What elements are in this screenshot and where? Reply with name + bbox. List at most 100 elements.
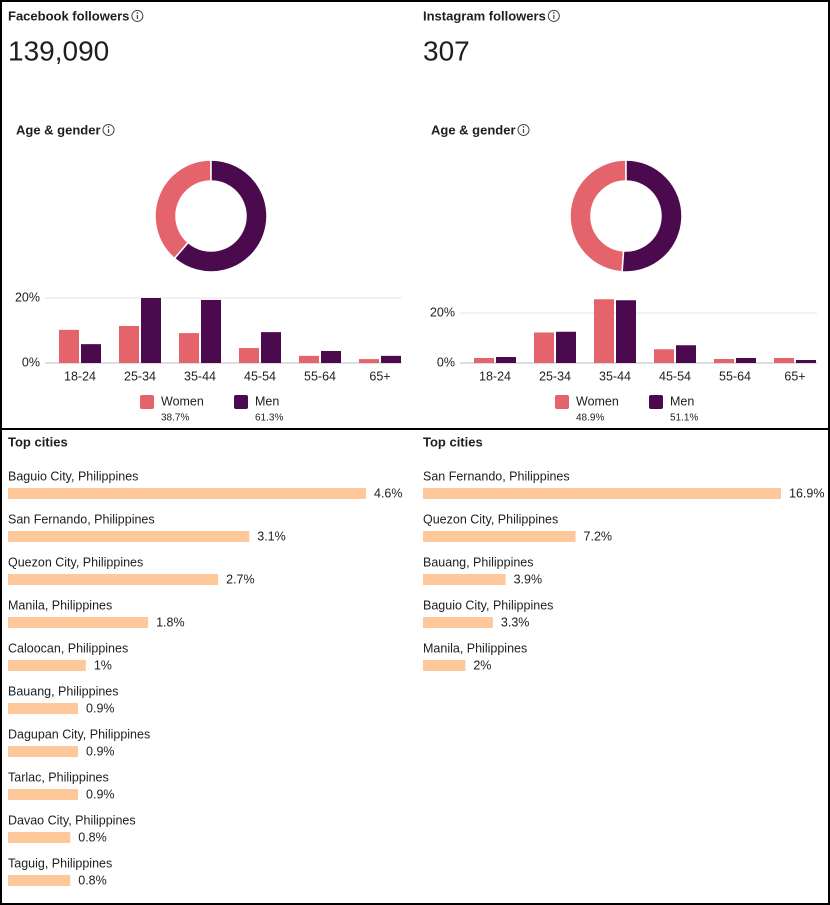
city-label: Tarlac, Philippines <box>8 770 109 784</box>
bar <box>299 355 319 363</box>
bar <box>796 360 816 363</box>
city-value: 3.3% <box>501 615 530 629</box>
follower-count: 307 <box>423 35 470 66</box>
city-value: 16.9% <box>789 486 824 500</box>
legend-swatch <box>234 395 248 409</box>
bar <box>81 344 101 363</box>
city-label: Davao City, Philippines <box>8 813 136 827</box>
y-tick-label: 20% <box>15 290 40 304</box>
legend-label: Women <box>161 394 204 408</box>
y-tick-label: 0% <box>437 355 455 369</box>
city-value: 1.8% <box>156 615 185 629</box>
x-tick-label: 25-34 <box>539 369 571 383</box>
panel-title: Facebook followers <box>8 8 129 23</box>
bar <box>239 348 259 363</box>
legend-percent: 38.7% <box>161 413 189 424</box>
bar <box>321 350 341 363</box>
x-tick-label: 35-44 <box>184 369 216 383</box>
bar <box>616 300 636 363</box>
y-tick-label: 0% <box>22 355 40 369</box>
x-tick-label: 65+ <box>784 369 805 383</box>
legend-label: Men <box>255 394 279 408</box>
legend-swatch <box>140 395 154 409</box>
city-bar <box>8 574 219 585</box>
city-value: 7.2% <box>584 529 613 543</box>
section-title: Top cities <box>423 434 483 449</box>
legend-label: Women <box>576 394 619 408</box>
bar <box>179 333 199 363</box>
bar <box>119 325 139 363</box>
bar <box>496 357 516 363</box>
city-bar <box>8 488 366 499</box>
city-bar <box>423 488 781 499</box>
bar <box>654 349 674 363</box>
info-icon <box>547 9 560 22</box>
bar <box>474 358 494 363</box>
bar <box>714 359 734 363</box>
bar <box>261 332 281 363</box>
x-tick-label: 35-44 <box>599 369 631 383</box>
city-value: 2.7% <box>226 572 255 586</box>
x-tick-label: 55-64 <box>304 369 336 383</box>
city-bar <box>8 789 79 800</box>
city-label: Dagupan City, Philippines <box>8 727 150 741</box>
city-value: 0.9% <box>86 701 115 715</box>
bar <box>774 358 794 363</box>
city-bar <box>423 531 576 542</box>
x-tick-label: 65+ <box>369 369 390 383</box>
legend-swatch <box>649 395 663 409</box>
donut-slice <box>154 159 212 260</box>
bar <box>201 299 221 363</box>
info-icon <box>517 123 530 136</box>
legend-percent: 61.3% <box>255 413 283 424</box>
city-value: 1% <box>94 658 112 672</box>
bar <box>676 345 696 363</box>
city-label: Baguio City, Philippines <box>8 469 138 483</box>
bar <box>141 298 161 363</box>
info-icon <box>136 12 139 14</box>
bar <box>359 359 379 363</box>
x-tick-label: 55-64 <box>719 369 751 383</box>
donut-slice <box>569 159 627 273</box>
section-title: Age & gender <box>16 122 101 137</box>
y-tick-label: 20% <box>430 305 455 319</box>
city-label: San Fernando, Philippines <box>8 512 155 526</box>
bar <box>594 299 614 363</box>
follower-count: 139,090 <box>8 35 109 66</box>
x-tick-label: 45-54 <box>244 369 276 383</box>
city-value: 0.8% <box>78 873 107 887</box>
legend-swatch <box>555 395 569 409</box>
city-bar <box>8 617 149 628</box>
donut-slice <box>621 159 683 273</box>
info-icon <box>553 12 555 14</box>
city-label: Manila, Philippines <box>423 641 527 655</box>
x-tick-label: 18-24 <box>479 369 511 383</box>
x-tick-label: 45-54 <box>659 369 691 383</box>
city-label: Manila, Philippines <box>8 598 112 612</box>
city-value: 3.1% <box>257 529 286 543</box>
section-title: Age & gender <box>431 122 516 137</box>
legend-percent: 48.9% <box>576 413 604 424</box>
legend-label: Men <box>670 394 694 408</box>
city-value: 0.8% <box>78 830 107 844</box>
info-icon <box>102 123 115 136</box>
info-icon <box>131 9 144 22</box>
x-tick-label: 18-24 <box>64 369 96 383</box>
city-bar <box>423 660 466 671</box>
city-label: Quezon City, Philippines <box>423 512 558 526</box>
bar <box>59 329 79 363</box>
city-label: Taguig, Philippines <box>8 856 112 870</box>
legend-percent: 51.1% <box>670 413 698 424</box>
bar <box>736 358 756 363</box>
city-label: Bauang, Philippines <box>8 684 119 698</box>
city-label: Bauang, Philippines <box>423 555 534 569</box>
city-bar <box>8 660 86 671</box>
city-bar <box>8 703 79 714</box>
donut-slice <box>173 159 268 273</box>
info-icon <box>522 126 525 128</box>
city-value: 0.9% <box>86 787 115 801</box>
panel-title: Instagram followers <box>423 8 546 23</box>
city-label: Caloocan, Philippines <box>8 641 128 655</box>
